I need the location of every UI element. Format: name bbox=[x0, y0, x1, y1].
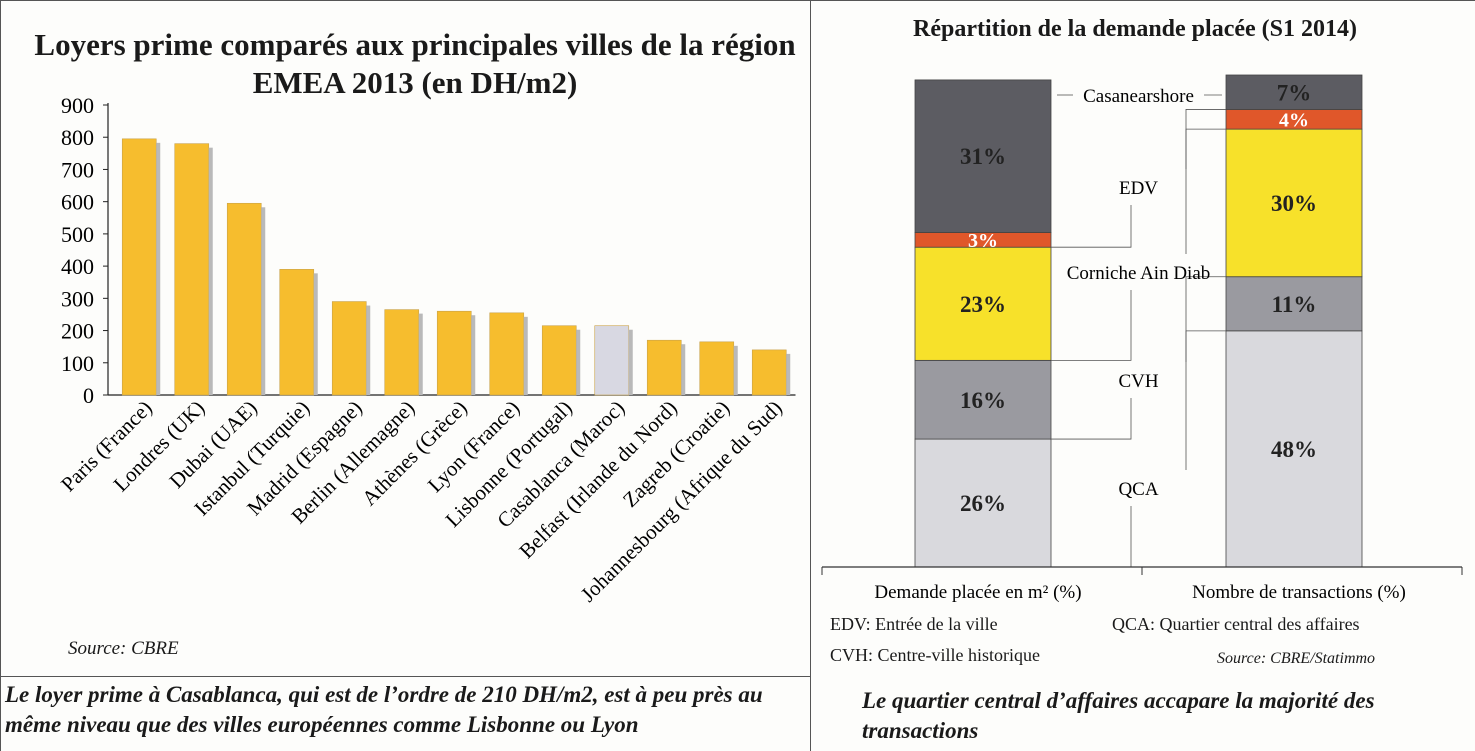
bar bbox=[331, 301, 367, 396]
connector-right bbox=[1185, 276, 1226, 362]
bar bbox=[384, 309, 420, 396]
right-chart-axis: Demande placée en m² (%) Nombre de transa… bbox=[821, 566, 1463, 603]
y-tick-label: 900 bbox=[61, 93, 94, 118]
stack-segment bbox=[1225, 330, 1363, 568]
bar-shadow bbox=[156, 142, 161, 395]
y-tick-label: 600 bbox=[61, 190, 94, 215]
connector-right bbox=[1185, 128, 1226, 254]
bar-shadow bbox=[681, 344, 686, 395]
left-bar-chart: 0 100 200 300 400 500 600 700 800 900 Paris (Fran… bbox=[56, 93, 796, 607]
bar bbox=[594, 325, 630, 396]
bar bbox=[541, 325, 577, 396]
bar bbox=[174, 143, 210, 396]
connector-left bbox=[1051, 205, 1132, 248]
segment-value-label: 31% bbox=[960, 144, 1006, 169]
right-chart-value-labels: 26% 16% 23% 3% 31% 48% 11% 30% 4% 7% bbox=[960, 80, 1317, 516]
y-tick-label: 700 bbox=[61, 157, 94, 182]
bar bbox=[436, 310, 472, 396]
bar bbox=[226, 202, 262, 396]
series-name: QCA bbox=[1118, 479, 1158, 500]
left-chart-bars bbox=[121, 138, 791, 396]
segment-value-label: 7% bbox=[1277, 80, 1312, 105]
connector-left bbox=[1051, 506, 1132, 568]
bar-shadow bbox=[418, 313, 423, 395]
stack-segment bbox=[1225, 276, 1363, 332]
left-chart-y-ticks: 0 100 200 300 400 500 600 700 800 900 bbox=[61, 93, 108, 408]
bar-shadow bbox=[208, 147, 213, 395]
right-stacked-chart: 26% 16% 23% 3% 31% 48% 11% 30% 4% 7% QCA CVH Cornic… bbox=[821, 74, 1463, 603]
right-source: Source: CBRE/Statimmo bbox=[1217, 650, 1376, 667]
y-tick-label: 300 bbox=[61, 286, 94, 311]
segment-value-label: 16% bbox=[960, 388, 1006, 413]
left-caption: Le loyer prime à Casablanca, qui est de … bbox=[5, 682, 763, 737]
right-chart-title: Répartition de la demande placée (S1 201… bbox=[913, 16, 1357, 42]
right-chart-segments bbox=[914, 74, 1363, 568]
top-border bbox=[0, 0, 1475, 1]
y-tick-label: 100 bbox=[61, 351, 94, 376]
stack-segment bbox=[1225, 74, 1363, 110]
segment-value-label: 26% bbox=[960, 491, 1006, 516]
connector-right bbox=[1185, 109, 1226, 169]
bar bbox=[121, 138, 157, 396]
stack-segment bbox=[1225, 128, 1363, 278]
stack-segment bbox=[914, 79, 1052, 233]
y-tick-label: 500 bbox=[61, 222, 94, 247]
segment-value-label: 3% bbox=[968, 230, 998, 252]
legend-edv: EDV: Entrée de la ville bbox=[830, 614, 998, 634]
series-name: EDV bbox=[1119, 178, 1158, 199]
left-caption-divider bbox=[0, 676, 810, 677]
segment-value-label: 23% bbox=[960, 292, 1006, 317]
series-name: CVH bbox=[1118, 371, 1158, 392]
connector-left bbox=[1051, 398, 1132, 440]
y-tick-label: 800 bbox=[61, 125, 94, 150]
right-caption: Le quartier central d’affaires accapare … bbox=[862, 688, 1375, 743]
bar-shadow bbox=[261, 207, 266, 395]
series-name: Corniche Ain Diab bbox=[1067, 263, 1211, 284]
series-name: Casanearshore bbox=[1083, 86, 1194, 107]
segment-value-label: 11% bbox=[1272, 292, 1317, 317]
bar bbox=[646, 339, 682, 396]
legend-qca: QCA: Quartier central des affaires bbox=[1112, 614, 1360, 634]
segment-value-label: 4% bbox=[1279, 109, 1309, 131]
segment-value-label: 48% bbox=[1271, 437, 1317, 462]
stack-segment bbox=[914, 359, 1052, 440]
x-category-label: Demande placée en m² (%) bbox=[874, 582, 1081, 603]
y-tick-label: 200 bbox=[61, 319, 94, 344]
stack-segment bbox=[914, 246, 1052, 361]
left-border bbox=[0, 0, 1, 751]
bar-shadow bbox=[733, 345, 738, 395]
connector-right bbox=[1185, 330, 1226, 470]
left-chart-title: Loyers prime comparés aux principales vi… bbox=[34, 27, 796, 100]
y-tick-label: 400 bbox=[61, 254, 94, 279]
stack-segment bbox=[914, 438, 1052, 568]
left-chart-x-labels: Paris (France)Londres (UK)Dubai (UAE)Ist… bbox=[56, 396, 787, 607]
x-category-label: Nombre de transactions (%) bbox=[1192, 582, 1406, 603]
legend-cvh: CVH: Centre-ville historique bbox=[830, 645, 1040, 665]
bar-shadow bbox=[471, 315, 476, 395]
bar-shadow bbox=[786, 353, 791, 395]
y-tick-label: 0 bbox=[83, 383, 94, 408]
bar-shadow bbox=[628, 329, 633, 395]
connector-left bbox=[1051, 290, 1132, 361]
segment-value-label: 30% bbox=[1271, 191, 1317, 216]
bar-shadow bbox=[313, 273, 318, 395]
bar bbox=[699, 341, 735, 396]
left-source: Source: CBRE bbox=[68, 638, 179, 659]
right-chart-series-names: QCA CVH Corniche Ain Diab EDV Casanearshore bbox=[1067, 86, 1211, 500]
bar-shadow bbox=[366, 305, 371, 395]
bar-shadow bbox=[523, 316, 528, 395]
bar bbox=[279, 269, 315, 396]
bar-shadow bbox=[576, 329, 581, 395]
bar bbox=[751, 349, 787, 396]
panel-divider bbox=[810, 0, 811, 751]
bar bbox=[489, 312, 525, 396]
